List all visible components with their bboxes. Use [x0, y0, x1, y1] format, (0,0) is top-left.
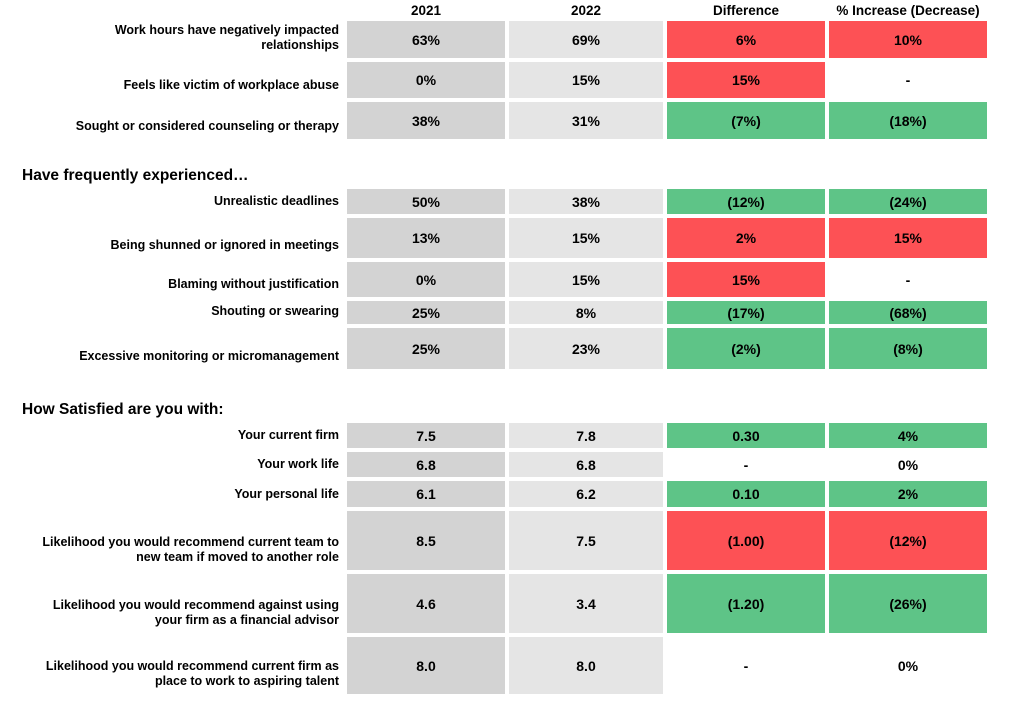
value-2022-cell: 15% — [509, 218, 663, 258]
difference-cell: (1.20) — [667, 574, 825, 633]
value-2021-cell: 38% — [347, 102, 505, 139]
pct-change-cell: (68%) — [829, 301, 987, 324]
value-2021-cell: 50% — [347, 189, 505, 214]
table-row: Unrealistic deadlines 50% 38% (12%) (24%) — [0, 189, 1011, 214]
value-2022-cell: 38% — [509, 189, 663, 214]
table-row: Likelihood you would recommend current f… — [0, 637, 1011, 694]
value-2022-cell: 23% — [509, 328, 663, 369]
header-2022: 2022 — [570, 3, 602, 18]
header-pct-increase-decrease: % Increase (Decrease) — [836, 3, 980, 18]
header-difference: Difference — [712, 3, 780, 18]
value-2022-cell: 15% — [509, 262, 663, 297]
table-row: Likelihood you would recommend against u… — [0, 574, 1011, 633]
value-2022-cell: 15% — [509, 62, 663, 98]
section-heading: How Satisfied are you with: — [22, 401, 224, 418]
difference-cell: - — [667, 637, 825, 694]
difference-cell: 6% — [667, 21, 825, 58]
row-label: Likelihood you would recommend current f… — [45, 659, 339, 688]
value-2022-cell: 7.8 — [509, 423, 663, 448]
value-2021-cell: 6.1 — [347, 481, 505, 507]
section-rows: Work hours have negatively impacted rela… — [0, 21, 1011, 139]
pct-change-cell: 4% — [829, 423, 987, 448]
row-label: Your personal life — [234, 487, 339, 501]
section-heading: Have frequently experienced… — [22, 167, 249, 184]
row-label: Work hours have negatively impacted rela… — [114, 23, 339, 52]
difference-cell: (7%) — [667, 102, 825, 139]
table-row: Work hours have negatively impacted rela… — [0, 21, 1011, 58]
pct-change-cell: 15% — [829, 218, 987, 258]
value-2022-cell: 6.2 — [509, 481, 663, 507]
table-row: Your current firm 7.5 7.8 0.30 4% — [0, 423, 1011, 448]
pct-change-cell: (24%) — [829, 189, 987, 214]
section-frequently-experienced: Have frequently experienced… Unrealistic… — [0, 143, 1011, 369]
row-label: Being shunned or ignored in meetings — [110, 238, 340, 252]
value-2021-cell: 6.8 — [347, 452, 505, 477]
value-2021-cell: 25% — [347, 301, 505, 324]
section-rows: Your current firm 7.5 7.8 0.30 4% Your work l… — [0, 423, 1011, 694]
value-2021-cell: 4.6 — [347, 574, 505, 633]
row-label: Excessive monitoring or micromanagement — [79, 349, 339, 363]
difference-cell: 0.30 — [667, 423, 825, 448]
table-row: Sought or considered counseling or thera… — [0, 102, 1011, 139]
value-2022-cell: 69% — [509, 21, 663, 58]
section-rows: Unrealistic deadlines 50% 38% (12%) (24%) Bei… — [0, 189, 1011, 369]
difference-cell: (12%) — [667, 189, 825, 214]
section-general: Work hours have negatively impacted rela… — [0, 21, 1011, 139]
table-row: Being shunned or ignored in meetings 13% 1… — [0, 218, 1011, 258]
row-label: Sought or considered counseling or thera… — [75, 119, 339, 133]
value-2022-cell: 31% — [509, 102, 663, 139]
pct-change-cell: - — [829, 62, 987, 98]
value-2022-cell: 6.8 — [509, 452, 663, 477]
row-label: Your current firm — [237, 428, 339, 442]
value-2022-cell: 7.5 — [509, 511, 663, 570]
difference-cell: (2%) — [667, 328, 825, 369]
difference-cell: 2% — [667, 218, 825, 258]
difference-cell: (1.00) — [667, 511, 825, 570]
row-label: Likelihood you would recommend against u… — [52, 598, 339, 627]
pct-change-cell: - — [829, 262, 987, 297]
table-row: Excessive monitoring or micromanagement 2… — [0, 328, 1011, 369]
row-label: Shouting or swearing — [211, 304, 339, 318]
value-2022-cell: 8% — [509, 301, 663, 324]
pct-change-cell: 0% — [829, 452, 987, 477]
table-header-row: 2021 2022 Difference % Increase (Decreas… — [0, 0, 1011, 21]
value-2021-cell: 0% — [347, 262, 505, 297]
pct-change-cell: (8%) — [829, 328, 987, 369]
value-2021-cell: 0% — [347, 62, 505, 98]
pct-change-cell: 0% — [829, 637, 987, 694]
difference-cell: - — [667, 452, 825, 477]
section-satisfaction: How Satisfied are you with: Your current… — [0, 373, 1011, 694]
row-label: Your work life — [257, 457, 339, 471]
table-row: Your work life 6.8 6.8-0% — [0, 452, 1011, 477]
pct-change-cell: (26%) — [829, 574, 987, 633]
value-2021-cell: 63% — [347, 21, 505, 58]
pct-change-cell: (18%) — [829, 102, 987, 139]
value-2021-cell: 8.5 — [347, 511, 505, 570]
row-label: Unrealistic deadlines — [213, 194, 339, 208]
value-2021-cell: 8.0 — [347, 637, 505, 694]
difference-cell: 15% — [667, 62, 825, 98]
header-2021: 2021 — [410, 3, 442, 18]
pct-change-cell: (12%) — [829, 511, 987, 570]
table-row: Your personal life 6.1 6.2 0.10 2% — [0, 481, 1011, 507]
pct-change-cell: 2% — [829, 481, 987, 507]
value-2022-cell: 3.4 — [509, 574, 663, 633]
value-2022-cell: 8.0 — [509, 637, 663, 694]
table-row: Feels like victim of workplace abuse 0% 15… — [0, 62, 1011, 98]
row-label: Likelihood you would recommend current t… — [42, 535, 339, 564]
difference-cell: (17%) — [667, 301, 825, 324]
row-label: Feels like victim of workplace abuse — [123, 78, 339, 92]
table-row: Blaming without justification 0% 15% 15% - — [0, 262, 1011, 297]
row-label: Blaming without justification — [168, 277, 339, 291]
value-2021-cell: 7.5 — [347, 423, 505, 448]
table-row: Likelihood you would recommend current t… — [0, 511, 1011, 570]
difference-cell: 15% — [667, 262, 825, 297]
difference-cell: 0.10 — [667, 481, 825, 507]
table-row: Shouting or swearing 25% 8% (17%) (68%) — [0, 301, 1011, 324]
value-2021-cell: 13% — [347, 218, 505, 258]
value-2021-cell: 25% — [347, 328, 505, 369]
pct-change-cell: 10% — [829, 21, 987, 58]
